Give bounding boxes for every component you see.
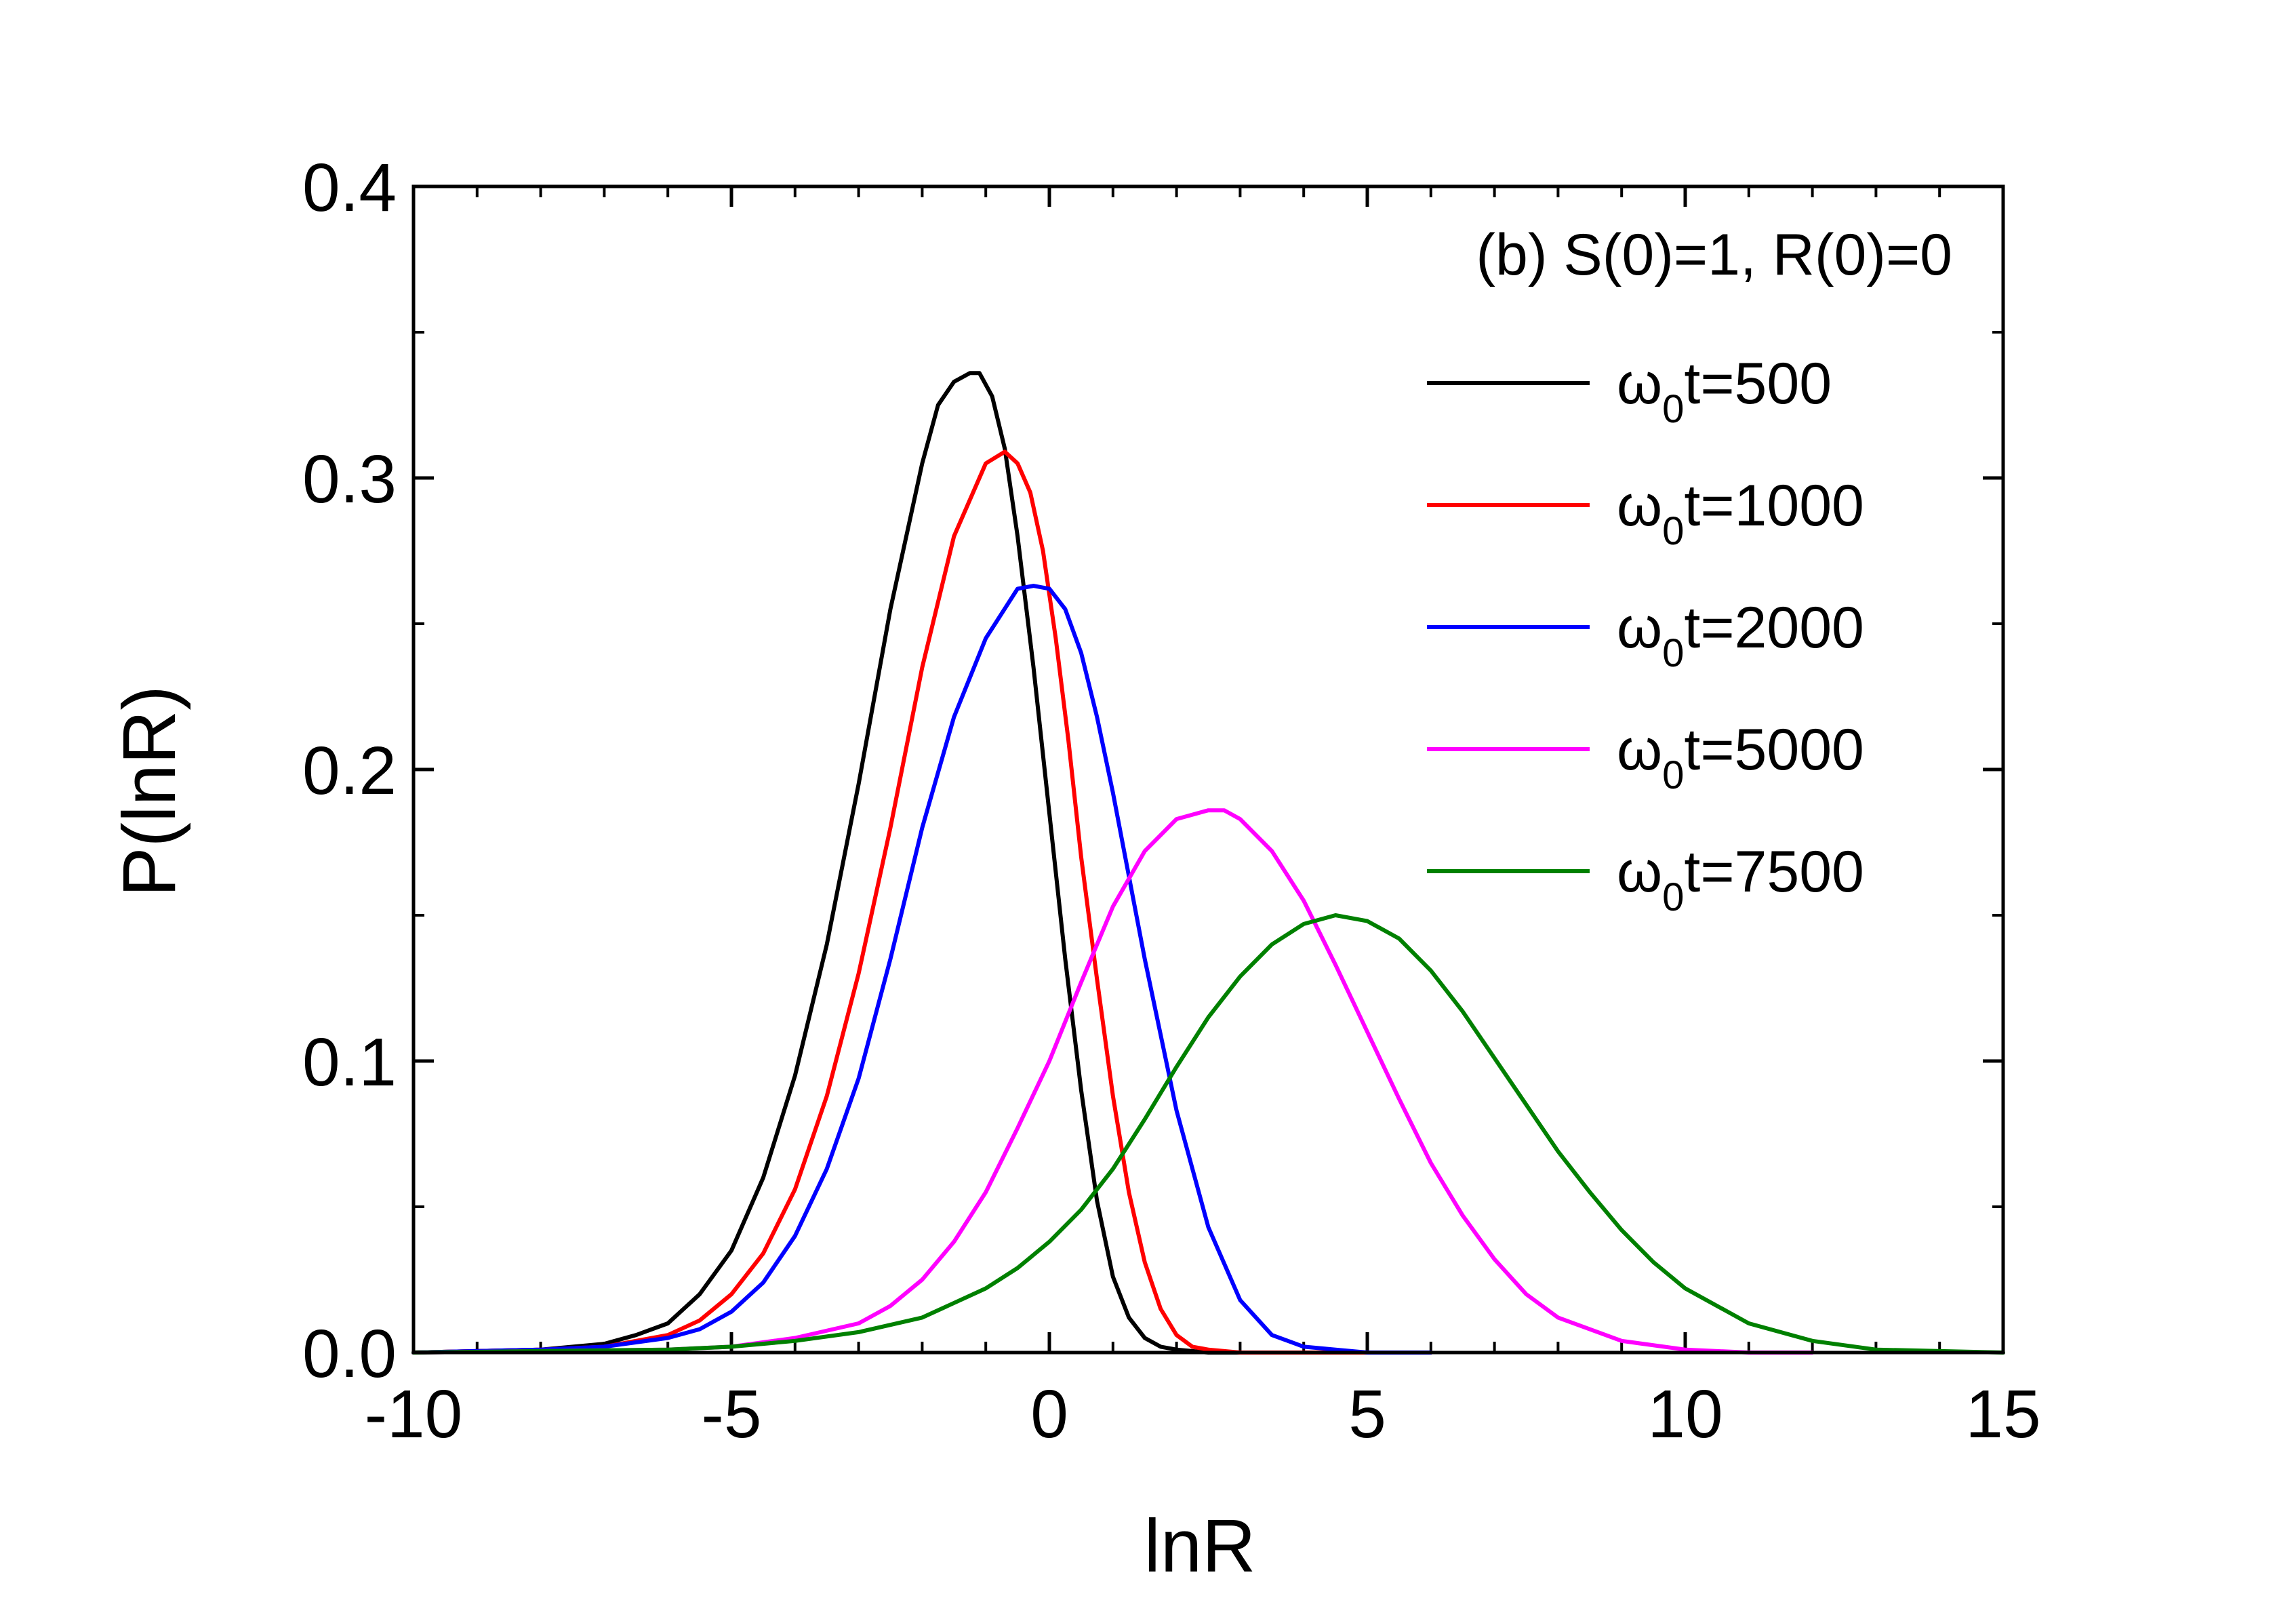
series-line-2000	[411, 584, 1433, 1355]
series-line-500	[411, 371, 1433, 1355]
legend-label: ω0t=1000	[1617, 473, 1864, 553]
legend-label: ω0t=2000	[1617, 595, 1864, 675]
x-tick-label: 0	[1030, 1376, 1068, 1452]
y-axis-title: P(lnR)	[108, 685, 191, 897]
plot-frame	[411, 184, 2005, 1355]
legend-label: ω0t=5000	[1617, 717, 1864, 797]
panel-annotation: (b) S(0)=1, R(0)=0	[1476, 222, 1952, 287]
series-line-7500	[411, 913, 2005, 1355]
legend-label: ω0t=7500	[1617, 839, 1864, 919]
x-tick-label: 10	[1647, 1376, 1723, 1452]
x-tick-label: 15	[1965, 1376, 2040, 1452]
x-tick-label: -5	[702, 1376, 762, 1452]
y-tick-label: 0.0	[302, 1316, 397, 1392]
legend-label: ω0t=500	[1617, 351, 1832, 431]
x-tick-label: -10	[365, 1376, 463, 1452]
y-tick-label: 0.2	[302, 733, 397, 809]
y-tick-label: 0.4	[302, 150, 397, 226]
series-line-1000	[411, 449, 1433, 1355]
x-axis-title: lnR	[1144, 1504, 1255, 1588]
y-tick-label: 0.1	[302, 1024, 397, 1100]
y-tick-label: 0.3	[302, 441, 397, 517]
x-tick-label: 5	[1348, 1376, 1386, 1452]
legend: ω0t=500 ω0t=1000 ω0t=2000 ω0t=5000 ω0t=7500	[1427, 351, 1864, 919]
series-line-5000	[411, 808, 1815, 1355]
labels-layer: -10 -5 0 5 10 15 0.0 0.1 0.2 0.3 0.4	[302, 150, 2041, 1452]
series-layer	[411, 371, 2005, 1355]
